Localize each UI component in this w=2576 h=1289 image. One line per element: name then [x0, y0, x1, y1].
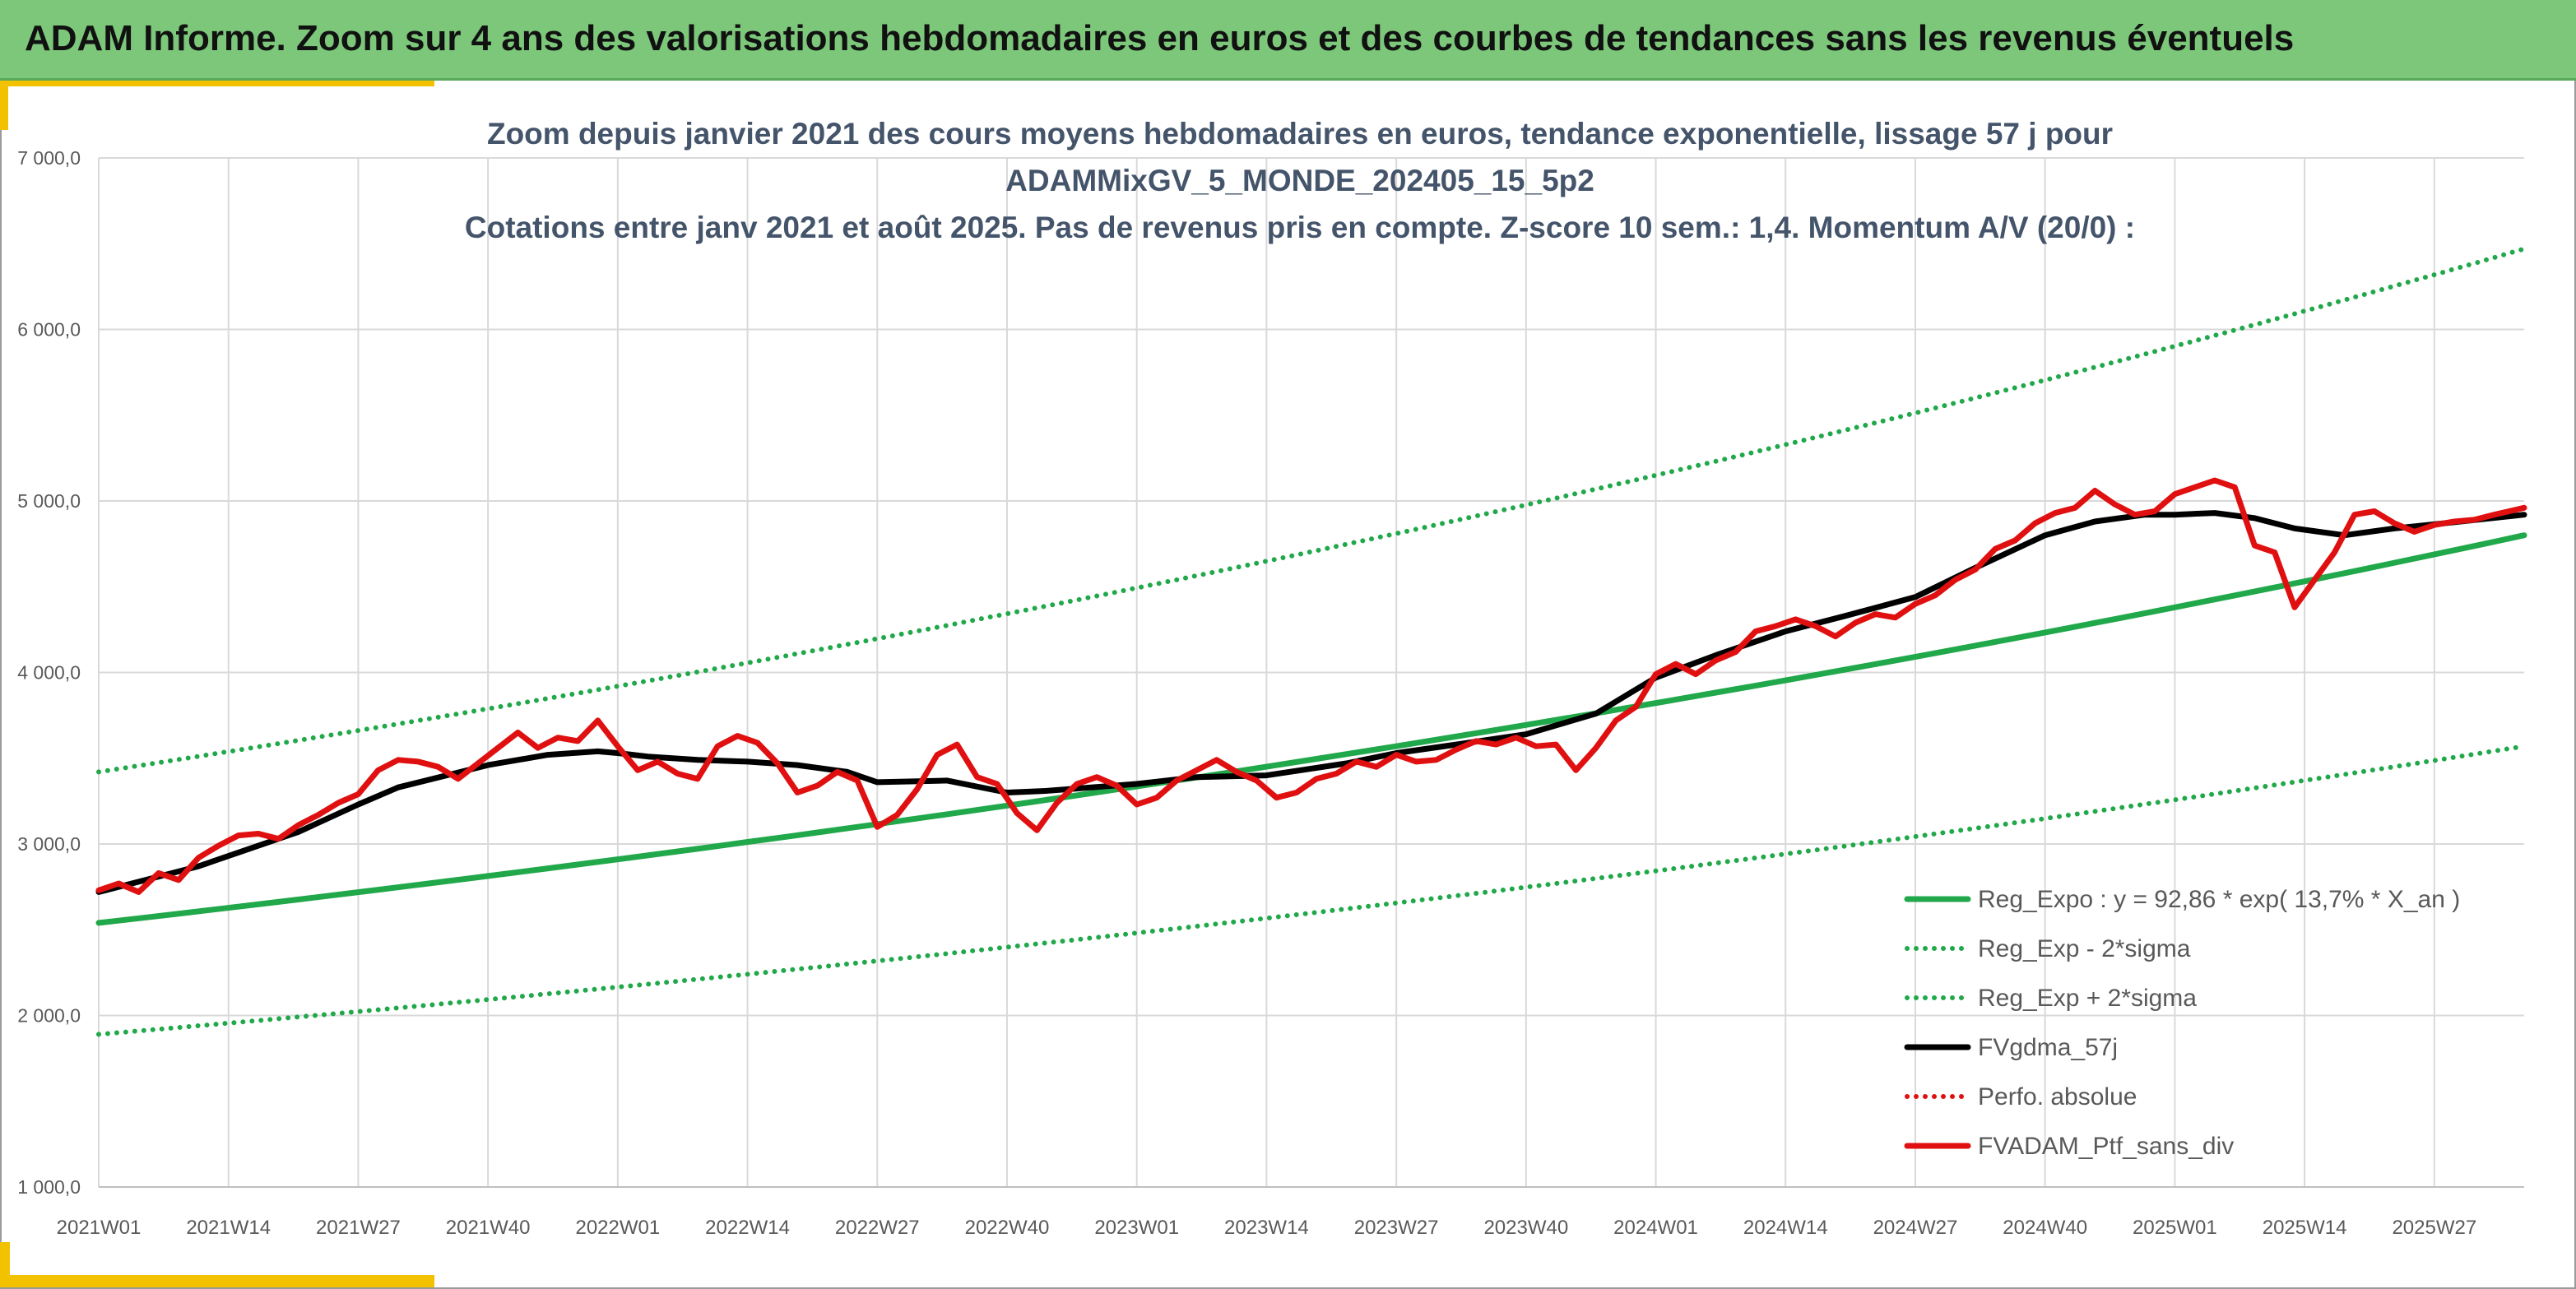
legend: Reg_Expo : y = 92,86 * exp( 13,7% * X_an…	[1904, 886, 2460, 1160]
y-axis-ticks: 1 000,0 2 000,0 3 000,0 4 000,0 5 000,0 6 000…	[17, 147, 81, 1198]
x-tick-label: 2023W14	[1224, 1217, 1309, 1239]
x-tick-label: 2023W40	[1483, 1217, 1568, 1239]
y-tick-label: 4 000,0	[17, 662, 81, 684]
x-tick-label: 2024W01	[1613, 1217, 1698, 1239]
x-tick-label: 2021W40	[446, 1217, 531, 1239]
accent-bar-top	[0, 81, 434, 86]
x-tick-label: 2024W40	[2003, 1217, 2087, 1239]
legend-label: FVgdma_57j	[1978, 1034, 2118, 1061]
y-tick-label: 5 000,0	[17, 490, 81, 512]
legend-label: Reg_Expo : y = 92,86 * exp( 13,7% * X_an…	[1978, 886, 2460, 913]
banner-title: ADAM Informe. Zoom sur 4 ans des valoris…	[25, 18, 2295, 58]
series-fvgdma-57j	[95, 510, 2527, 895]
x-axis-ticks: 2021W01 2021W14 2021W27 2021W40 2022W01 2022W…	[57, 1217, 2477, 1239]
series-reg-exp-2-sigma	[96, 744, 2527, 1037]
x-tick-label: 2025W27	[2392, 1217, 2476, 1239]
chart-title: Zoom depuis janvier 2021 des cours moyen…	[465, 117, 2135, 244]
x-tick-label: 2022W01	[575, 1217, 660, 1239]
y-tick-label: 2 000,0	[17, 1005, 81, 1027]
chart-title-line-2: ADAMMixGV_5_MONDE_202405_15_5p2	[1005, 164, 1594, 197]
chart-title-line-3: Cotations entre janv 2021 et août 2025. …	[465, 211, 2135, 244]
y-tick-label: 3 000,0	[17, 833, 81, 855]
legend-label: FVADAM_Ptf_sans_div	[1978, 1133, 2234, 1160]
x-tick-label: 2024W14	[1743, 1217, 1828, 1239]
series-fvadam-ptf-sans-div	[95, 477, 2527, 895]
accent-bar-bottom-left	[0, 1242, 10, 1287]
series-reg-exp-2-sigma	[96, 246, 2527, 775]
x-tick-label: 2022W40	[965, 1217, 1050, 1239]
y-tick-label: 1 000,0	[17, 1176, 81, 1198]
x-tick-label: 2022W14	[705, 1217, 790, 1239]
x-tick-label: 2025W14	[2263, 1217, 2347, 1239]
legend-label: Reg_Exp + 2*sigma	[1978, 985, 2197, 1012]
x-tick-label: 2025W01	[2133, 1217, 2217, 1239]
y-tick-label: 6 000,0	[17, 319, 81, 341]
y-tick-label: 7 000,0	[17, 147, 81, 169]
x-tick-label: 2021W14	[186, 1217, 271, 1239]
x-tick-label: 2023W01	[1094, 1217, 1179, 1239]
x-tick-label: 2023W27	[1354, 1217, 1439, 1239]
x-tick-label: 2024W27	[1873, 1217, 1958, 1239]
legend-label: Reg_Exp - 2*sigma	[1978, 935, 2191, 962]
accent-bar-left	[0, 81, 8, 130]
grid-lines	[98, 157, 2524, 1188]
header-banner: ADAM Informe. Zoom sur 4 ans des valoris…	[0, 0, 2576, 81]
x-tick-label: 2021W27	[316, 1217, 401, 1239]
series-lines	[95, 246, 2527, 1037]
accent-bar-bottom	[0, 1275, 434, 1287]
x-tick-label: 2021W01	[57, 1217, 142, 1239]
series-reg-expo	[95, 532, 2527, 926]
legend-label: Perfo. absolue	[1978, 1083, 2137, 1110]
chart-title-line-1: Zoom depuis janvier 2021 des cours moyen…	[487, 117, 2113, 151]
x-tick-label: 2022W27	[835, 1217, 920, 1239]
